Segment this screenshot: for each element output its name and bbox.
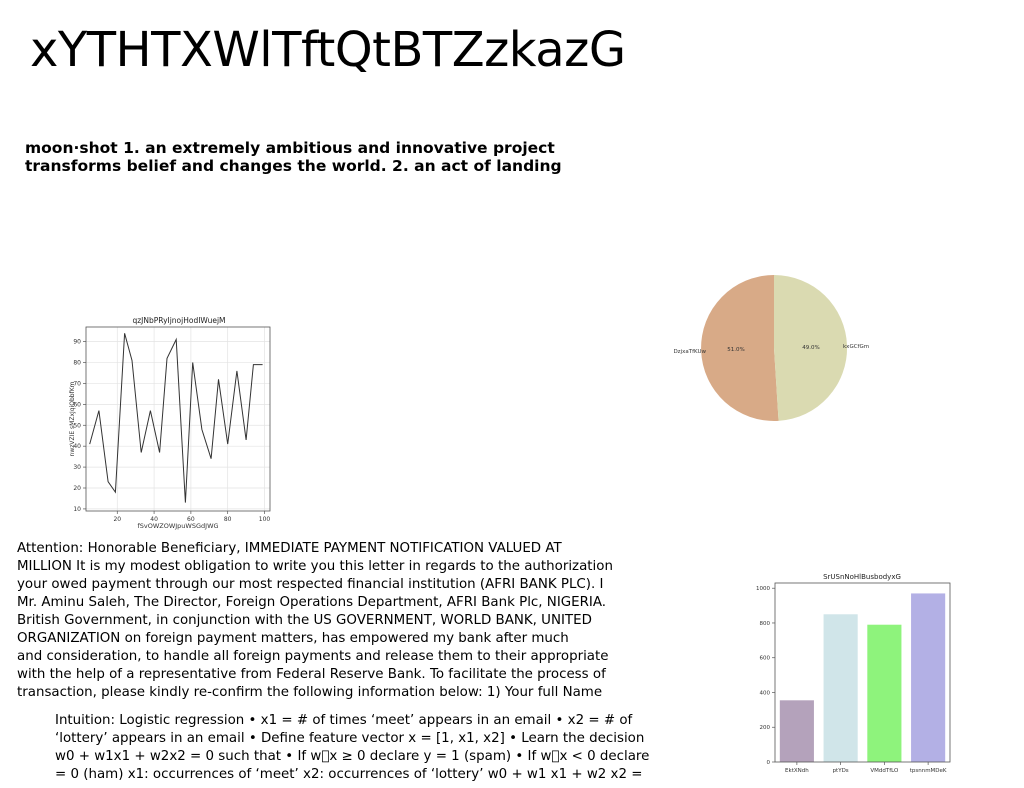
pie-slice <box>774 274 848 421</box>
line-chart-ylabel: nwzVZIE sMZxJqiQbbfKm <box>69 381 76 456</box>
intuition-text: Intuition: Logistic regression • x1 = # … <box>55 712 675 784</box>
bar <box>779 700 814 762</box>
y-tick-label: 0 <box>767 760 771 766</box>
letter-line: ORGANIZATION on foreign payment matters,… <box>17 631 569 646</box>
definition-line: moon·shot 1. an extremely ambitious and … <box>25 139 555 157</box>
x-tick-label: 60 <box>187 516 195 523</box>
definition-line: transforms belief and changes the world.… <box>25 157 562 175</box>
intuition-line: ‘lottery’ appears in an email • Define f… <box>55 731 645 746</box>
line-chart: qzJNbPRyIjnojHodIWuejM 20 40 60 80 100 10 20 30… <box>69 316 271 530</box>
y-tick-label: 600 <box>760 656 771 662</box>
pie-slice <box>701 275 779 421</box>
letter-line: British Government, in conjunction with … <box>17 613 592 628</box>
bar <box>823 614 858 762</box>
pie-value-label-0: 51.0% <box>727 347 744 353</box>
y-tick-label: 60 <box>73 401 81 408</box>
intuition-line: = 0 (ham) x1: occurrences of ‘meet’ x2: … <box>55 767 643 782</box>
y-tick-label: 90 <box>73 339 81 346</box>
letter-line: Attention: Honorable Beneficiary, IMMEDI… <box>17 541 562 556</box>
letter-line: and consideration, to handle all foreign… <box>17 649 609 664</box>
letter-line: Mr. Aminu Saleh, The Director, Foreign O… <box>17 595 607 610</box>
y-tick-label: 10 <box>73 506 81 513</box>
pie-label-1: kxGCfGm <box>843 344 869 350</box>
y-tick-label: 1000 <box>756 586 770 592</box>
pie-chart: DzjxaTfKUw kxGCfGm 51.0% 49.0% <box>673 274 869 421</box>
x-tick-label: EktXNdh <box>785 768 809 774</box>
letter-line: transaction, please kindly re-confirm th… <box>17 685 603 700</box>
x-tick-label: 20 <box>113 516 121 523</box>
x-tick-label: VMddTfLO <box>870 768 899 774</box>
line-chart-xlabel: fSvOWZOWJpuWSGdJWG <box>137 522 218 530</box>
letter-line: with the help of a representative from F… <box>17 667 606 682</box>
bar <box>867 624 902 762</box>
y-tick-label: 40 <box>73 443 81 450</box>
line-series <box>89 333 263 503</box>
line-chart-frame <box>85 326 271 512</box>
y-tick-label: 400 <box>760 690 771 696</box>
moonshot-definition: moon·shot 1. an extremely ambitious and … <box>25 139 605 175</box>
x-tick-label: 80 <box>224 516 232 523</box>
bar-chart-title: SrUSnNoHlBusbodyxG <box>823 573 901 581</box>
y-tick-label: 30 <box>73 464 81 471</box>
x-tick-label: tpsnnmMDeK <box>910 768 947 774</box>
letter-line: your owed payment through our most respe… <box>17 577 604 592</box>
pie-label-0: DzjxaTfKUw <box>673 349 706 355</box>
y-tick-label: 800 <box>760 621 771 627</box>
bar <box>911 593 946 762</box>
y-tick-label: 20 <box>73 485 81 492</box>
intuition-line: Intuition: Logistic regression • x1 = # … <box>55 713 633 728</box>
pie-value-label-1: 49.0% <box>802 345 819 351</box>
y-tick-label: 50 <box>73 422 81 429</box>
x-tick-label: 100 <box>259 516 271 523</box>
y-tick-label: 200 <box>760 725 771 731</box>
line-chart-title: qzJNbPRyIjnojHodIWuejM <box>132 316 225 325</box>
intuition-line: w0 + w1x1 + w2x2 = 0 such that • If w x … <box>55 749 650 764</box>
x-tick-label: ptYDs <box>833 768 849 774</box>
y-tick-label: 80 <box>73 360 81 367</box>
scam-letter-text: Attention: Honorable Beneficiary, IMMEDI… <box>17 540 657 702</box>
page-title: xYTHTXWlTftQtBTZzkazG <box>30 22 626 78</box>
bar-chart: SrUSnNoHlBusbodyxG EktXNdh ptYDs VMddTfLO t… <box>756 573 951 774</box>
bar-chart-frame <box>774 582 951 763</box>
x-tick-label: 40 <box>150 516 158 523</box>
y-tick-label: 70 <box>73 380 81 387</box>
letter-line: MILLION It is my modest obligation to wr… <box>17 559 613 574</box>
